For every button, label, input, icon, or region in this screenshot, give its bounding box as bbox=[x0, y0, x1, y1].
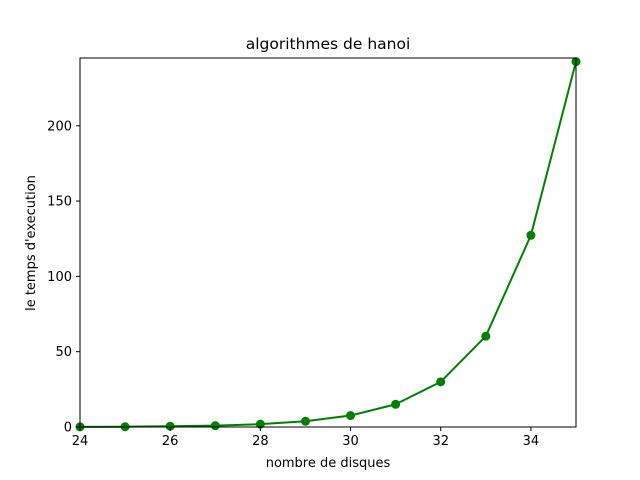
x-tick-label: 28 bbox=[252, 434, 269, 449]
data-point bbox=[255, 419, 265, 429]
x-axis-label: nombre de disques bbox=[266, 456, 391, 471]
series-layer bbox=[75, 57, 581, 432]
data-point bbox=[165, 421, 175, 431]
y-tick-label: 100 bbox=[47, 270, 72, 285]
y-axis-label: le temps d'execution bbox=[24, 175, 39, 311]
x-tick-label: 32 bbox=[432, 434, 449, 449]
chart-title: algorithmes de hanoi bbox=[246, 35, 411, 53]
data-point bbox=[391, 399, 401, 409]
data-point bbox=[436, 377, 446, 387]
y-tick-label: 200 bbox=[47, 119, 72, 134]
plot-frame bbox=[79, 57, 577, 428]
x-tick-label: 34 bbox=[523, 434, 540, 449]
y-tick-label: 0 bbox=[64, 421, 72, 436]
x-tick-label: 26 bbox=[162, 434, 179, 449]
data-point bbox=[526, 230, 536, 240]
data-point bbox=[346, 411, 356, 421]
y-tick-label: 50 bbox=[55, 345, 72, 360]
x-tick-label: 24 bbox=[72, 434, 89, 449]
y-tick-label: 150 bbox=[47, 195, 72, 210]
series-line bbox=[79, 61, 577, 428]
x-tick-label: 30 bbox=[342, 434, 359, 449]
x-ticks: 24 26 28 30 32 34 bbox=[72, 427, 539, 449]
data-point bbox=[300, 416, 310, 426]
data-point bbox=[481, 331, 491, 341]
data-point bbox=[210, 421, 220, 431]
y-ticks: 0 50 100 150 200 bbox=[47, 119, 80, 436]
